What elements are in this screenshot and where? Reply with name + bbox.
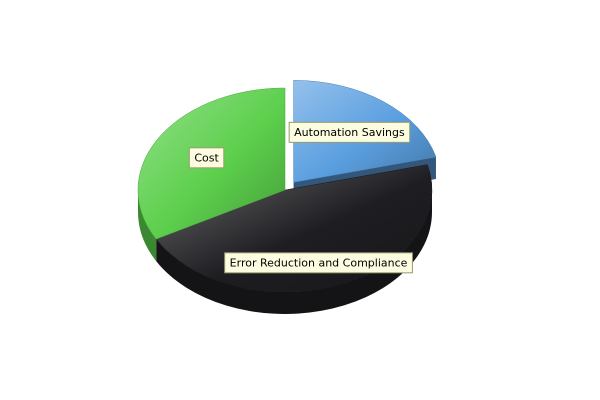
slice-label-layer: Automation Savings Error Reduction and Co…: [188, 121, 413, 274]
slice-label-error-reduction-and-compliance: Error Reduction and Compliance: [224, 252, 413, 274]
slice-label-text: Cost: [194, 151, 219, 164]
slice-label-automation-savings: Automation Savings: [288, 121, 411, 143]
slice-label-text: Error Reduction and Compliance: [230, 256, 408, 269]
slice-label-text: Automation Savings: [294, 126, 405, 139]
slice-label-cost: Cost: [188, 147, 225, 169]
slice-side-1: [156, 190, 432, 314]
